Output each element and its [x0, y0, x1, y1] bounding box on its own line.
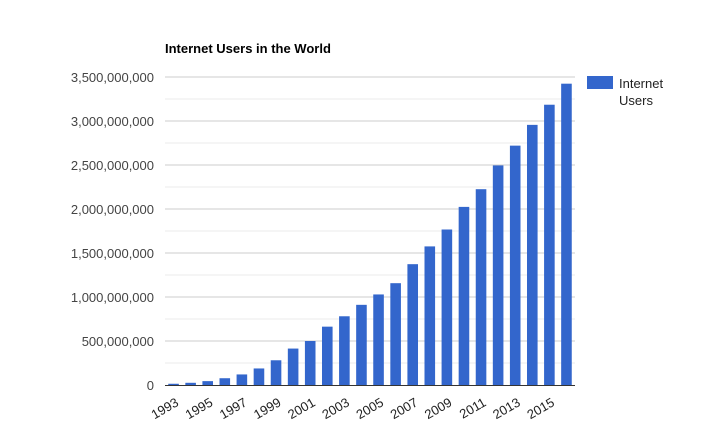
bar-2008	[424, 246, 436, 385]
legend-swatch	[587, 76, 613, 89]
x-tick-label: 2007	[388, 395, 421, 422]
x-tick-label: 2009	[422, 395, 455, 422]
legend: Internet Users	[587, 76, 663, 108]
bar-2010	[458, 206, 470, 385]
bar-1999	[270, 360, 282, 385]
x-axis-ticks: 1993 1995 1997 1999 2001 2003 2005 2007 2009 2011…	[148, 395, 556, 422]
bar-2005	[373, 294, 384, 385]
bar-1993	[168, 383, 179, 385]
y-tick-label: 0	[147, 378, 154, 393]
x-tick-label: 2001	[285, 395, 318, 422]
y-tick-label: 2,000,000,000	[71, 202, 154, 217]
bar-1995	[202, 381, 214, 385]
x-tick-label: 2005	[353, 395, 386, 422]
x-tick-label: 2003	[319, 395, 352, 422]
legend-label: Internet Users	[619, 76, 663, 108]
y-tick-label: 2,500,000,000	[71, 158, 154, 173]
bar-1996	[219, 378, 231, 385]
y-tick-label: 1,500,000,000	[71, 246, 154, 261]
bar-1997	[236, 374, 248, 385]
gridlines	[165, 76, 575, 364]
x-tick-label: 2015	[524, 395, 557, 422]
bar-2001	[304, 341, 316, 385]
y-axis-ticks: 0 500,000,000 1,000,000,000 1,500,000,000 2,…	[71, 70, 154, 393]
y-tick-label: 1,000,000,000	[71, 290, 154, 305]
x-tick-label: 1995	[183, 395, 216, 422]
chart-title: Internet Users in the World	[165, 41, 331, 56]
bar-1998	[253, 368, 265, 385]
x-tick-label: 1993	[148, 395, 181, 422]
bar-2009	[441, 229, 453, 385]
x-tick-label: 2013	[490, 395, 523, 422]
x-tick-label: 1997	[217, 395, 250, 422]
y-tick-label: 500,000,000	[82, 334, 154, 349]
bar-2004	[356, 304, 367, 385]
bar-2006	[390, 283, 401, 385]
bars	[168, 83, 572, 386]
bar-2016	[561, 83, 572, 386]
bar-2015	[544, 104, 555, 385]
bar-2011	[475, 189, 487, 385]
bar-1994	[185, 382, 196, 385]
bar-2014	[526, 124, 538, 385]
x-tick-label: 1999	[251, 395, 284, 422]
x-tick-label: 2011	[457, 395, 489, 422]
bar-2002	[321, 326, 333, 385]
y-tick-label: 3,500,000,000	[71, 70, 154, 85]
bar-2012	[492, 165, 504, 385]
bar-2003	[339, 316, 350, 385]
bar-2007	[407, 264, 419, 385]
bar-2000	[287, 348, 299, 385]
y-tick-label: 3,000,000,000	[71, 114, 154, 129]
bar-2013	[509, 145, 521, 385]
